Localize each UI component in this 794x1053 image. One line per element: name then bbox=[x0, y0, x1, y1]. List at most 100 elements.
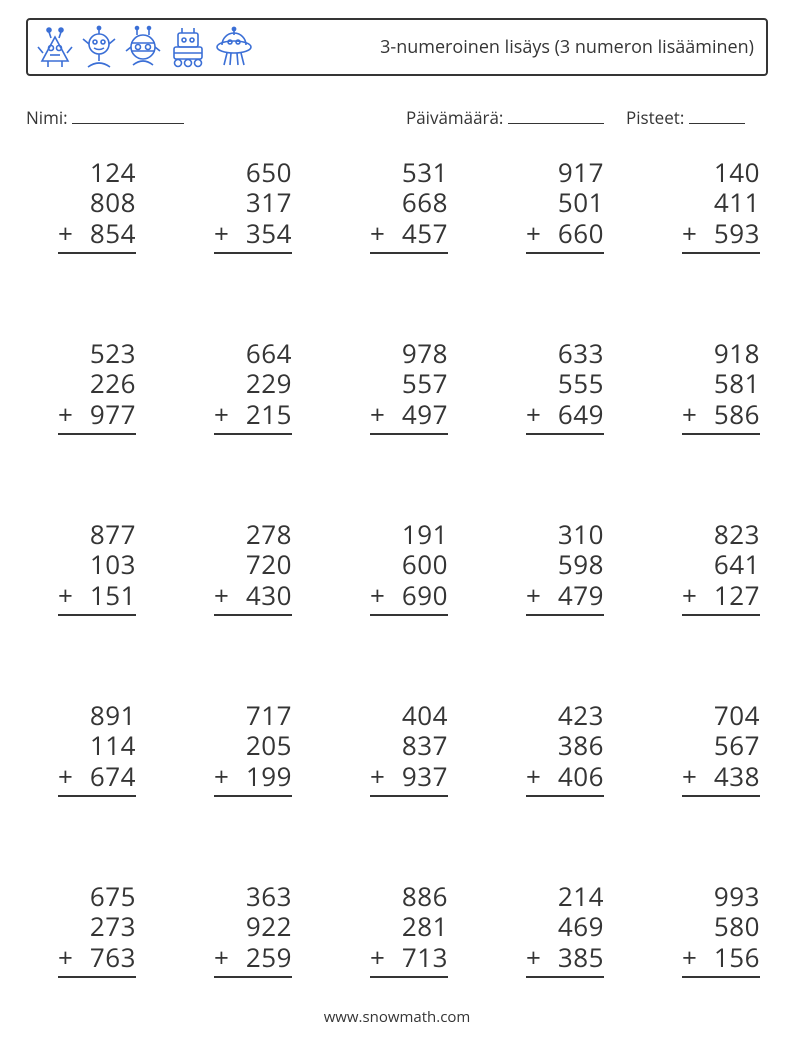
addend-3: 690 bbox=[402, 580, 448, 611]
plus-operator: + bbox=[682, 399, 699, 430]
plus-operator: + bbox=[58, 218, 75, 249]
addend-3: 854 bbox=[90, 218, 136, 249]
addend-2: 114 bbox=[90, 730, 136, 761]
addend-1: 993 bbox=[714, 881, 760, 912]
plus-operator: + bbox=[370, 399, 387, 430]
addend-3: 479 bbox=[558, 580, 604, 611]
addend-3: 593 bbox=[714, 218, 760, 249]
addend-2: 598 bbox=[558, 549, 604, 580]
addend-1: 523 bbox=[90, 338, 136, 369]
plus-operator: + bbox=[58, 942, 75, 973]
addend-3: 199 bbox=[246, 761, 292, 792]
addend-3-row: +259 bbox=[214, 942, 292, 978]
worksheet-title: 3-numeroinen lisäys (3 numeron lisäämine… bbox=[380, 35, 754, 59]
addend-2: 808 bbox=[90, 187, 136, 218]
score-field: Pisteet: bbox=[626, 104, 766, 129]
addend-1: 191 bbox=[402, 519, 448, 550]
addition-problem: 823641+127 bbox=[658, 519, 760, 648]
addend-2: 281 bbox=[402, 911, 448, 942]
addend-1: 214 bbox=[558, 881, 604, 912]
addition-problem: 704567+438 bbox=[658, 700, 760, 829]
addend-2: 317 bbox=[246, 187, 292, 218]
addend-3-row: +660 bbox=[526, 218, 604, 254]
addend-3: 259 bbox=[246, 942, 292, 973]
addition-problem: 917501+660 bbox=[502, 157, 604, 286]
header-box: 3-numeroinen lisäys (3 numeron lisäämine… bbox=[26, 18, 768, 76]
addition-problem: 886281+713 bbox=[346, 881, 448, 1010]
addend-3: 713 bbox=[402, 942, 448, 973]
addend-3: 977 bbox=[90, 399, 136, 430]
addition-problem: 523226+977 bbox=[34, 338, 136, 467]
addend-3-row: +156 bbox=[682, 942, 760, 978]
addend-3: 937 bbox=[402, 761, 448, 792]
plus-operator: + bbox=[370, 580, 387, 611]
addition-problem: 918581+586 bbox=[658, 338, 760, 467]
addition-problem: 310598+479 bbox=[502, 519, 604, 648]
plus-operator: + bbox=[214, 761, 231, 792]
plus-operator: + bbox=[214, 580, 231, 611]
plus-operator: + bbox=[526, 399, 543, 430]
addend-3-row: +151 bbox=[58, 580, 136, 616]
plus-operator: + bbox=[214, 218, 231, 249]
addend-1: 918 bbox=[714, 338, 760, 369]
addition-problem: 978557+497 bbox=[346, 338, 448, 467]
score-label: Pisteet: bbox=[626, 106, 684, 129]
addend-2: 581 bbox=[714, 368, 760, 399]
addend-1: 717 bbox=[246, 700, 292, 731]
addend-1: 886 bbox=[402, 881, 448, 912]
addend-3-row: +713 bbox=[370, 942, 448, 978]
addend-2: 103 bbox=[90, 549, 136, 580]
robot-icon-1 bbox=[36, 25, 74, 69]
addition-problem: 675273+763 bbox=[34, 881, 136, 1010]
addend-2: 229 bbox=[246, 368, 292, 399]
robot-icon-2 bbox=[80, 25, 118, 69]
addition-problem: 404837+937 bbox=[346, 700, 448, 829]
plus-operator: + bbox=[526, 580, 543, 611]
plus-operator: + bbox=[58, 399, 75, 430]
addend-1: 978 bbox=[402, 338, 448, 369]
date-field: Päivämäärä: bbox=[406, 104, 626, 129]
plus-operator: + bbox=[526, 218, 543, 249]
addend-3: 438 bbox=[714, 761, 760, 792]
addend-3: 127 bbox=[714, 580, 760, 611]
addend-3: 151 bbox=[90, 580, 136, 611]
addend-1: 633 bbox=[558, 338, 604, 369]
addend-3-row: +649 bbox=[526, 399, 604, 435]
addition-problem: 650317+354 bbox=[190, 157, 292, 286]
plus-operator: + bbox=[526, 761, 543, 792]
addition-problem: 717205+199 bbox=[190, 700, 292, 829]
addend-3-row: +593 bbox=[682, 218, 760, 254]
plus-operator: + bbox=[214, 399, 231, 430]
addend-2: 411 bbox=[714, 187, 760, 218]
addition-problem: 891114+674 bbox=[34, 700, 136, 829]
plus-operator: + bbox=[58, 580, 75, 611]
robot-icons bbox=[36, 25, 254, 69]
addend-3: 674 bbox=[90, 761, 136, 792]
addend-3: 430 bbox=[246, 580, 292, 611]
addend-3: 586 bbox=[714, 399, 760, 430]
addend-1: 124 bbox=[90, 157, 136, 188]
addend-2: 501 bbox=[558, 187, 604, 218]
addend-1: 664 bbox=[246, 338, 292, 369]
score-underline bbox=[689, 104, 745, 124]
plus-operator: + bbox=[370, 942, 387, 973]
robot-icon-5 bbox=[214, 25, 254, 69]
addition-problem: 191600+690 bbox=[346, 519, 448, 648]
addend-3-row: +854 bbox=[58, 218, 136, 254]
problems-grid: 124808+854650317+354531668+457917501+660… bbox=[26, 157, 768, 1010]
addend-3-row: +586 bbox=[682, 399, 760, 435]
plus-operator: + bbox=[682, 942, 699, 973]
plus-operator: + bbox=[370, 218, 387, 249]
addend-3: 763 bbox=[90, 942, 136, 973]
addend-1: 704 bbox=[714, 700, 760, 731]
addend-3: 649 bbox=[558, 399, 604, 430]
addend-3-row: +763 bbox=[58, 942, 136, 978]
addend-3-row: +406 bbox=[526, 761, 604, 797]
addend-3-row: +674 bbox=[58, 761, 136, 797]
addend-1: 650 bbox=[246, 157, 292, 188]
addend-3-row: +215 bbox=[214, 399, 292, 435]
addend-3-row: +354 bbox=[214, 218, 292, 254]
addend-3: 385 bbox=[558, 942, 604, 973]
meta-row: Nimi: Päivämäärä: Pisteet: bbox=[26, 104, 768, 129]
addend-2: 557 bbox=[402, 368, 448, 399]
